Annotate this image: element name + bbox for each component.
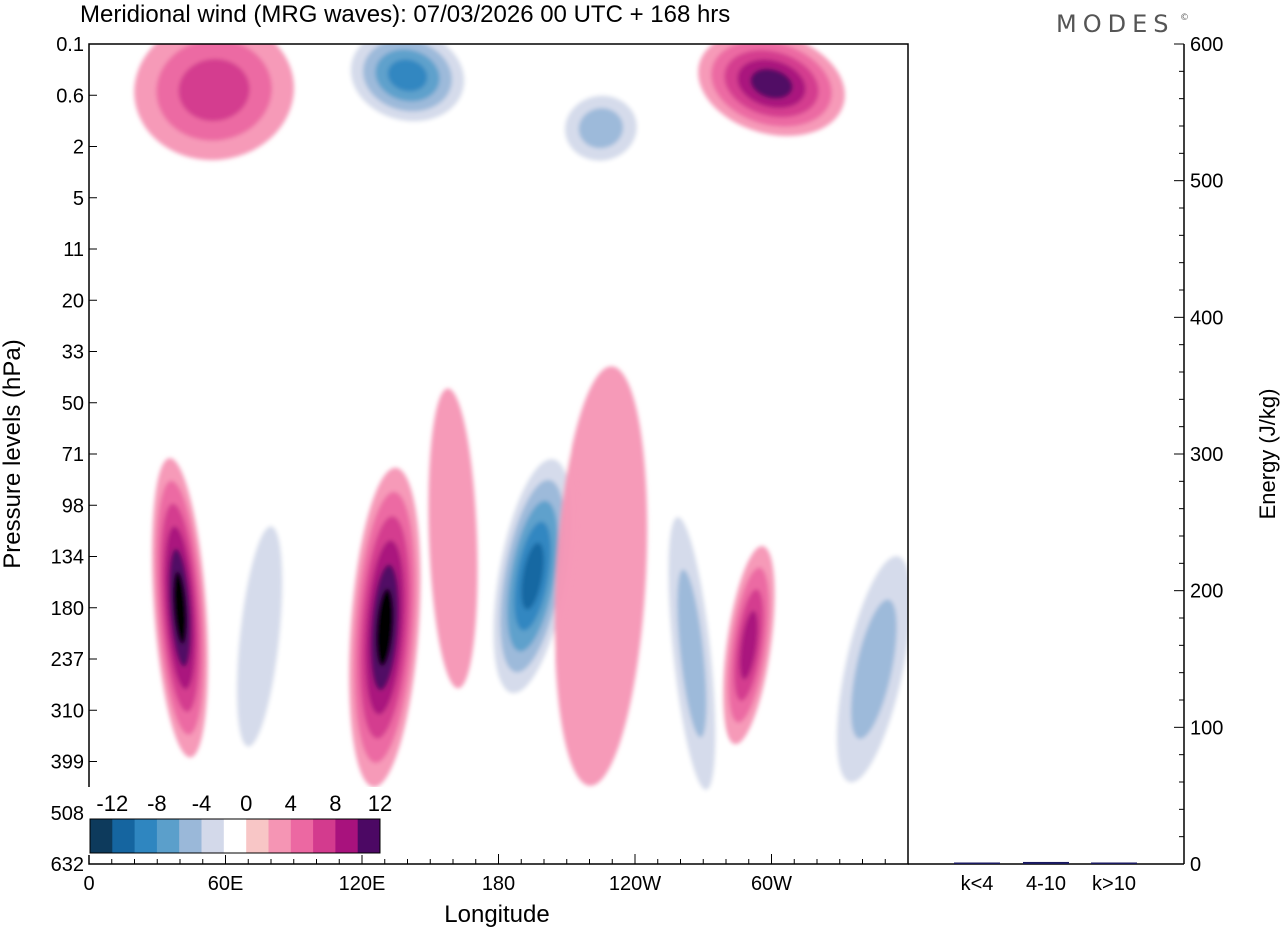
x-axis: 0 60E 120E 180 120W 60W (83, 854, 909, 895)
colorbar-swatch (179, 819, 202, 853)
colorbar-label: 4 (285, 791, 297, 816)
energy-bars (954, 861, 1137, 864)
chart-title: Meridional wind (MRG waves): 07/03/2026 … (80, 1, 730, 28)
y-tick-label: 11 (63, 239, 84, 261)
colorbar-label: -8 (147, 791, 167, 816)
modes-logo: MODES © (1056, 10, 1195, 38)
contour-band (750, 68, 793, 99)
y-tick-label: 632 (51, 854, 84, 876)
contour-band (428, 388, 478, 689)
y-tick-label: 134 (51, 547, 84, 569)
contour-band (739, 610, 758, 680)
colorbar-label: 12 (368, 791, 392, 816)
wind-contours (134, 44, 908, 843)
colorbar-swatch (134, 819, 158, 853)
energy-panel: 0 100 200 300 400 500 600 k<4 4-10 k>10 (908, 34, 1223, 895)
colorbar-swatch (112, 819, 136, 853)
contour-band (178, 58, 250, 122)
y-tick-label: 180 (51, 598, 84, 620)
colorbar-swatch (90, 819, 113, 853)
energy-axis-label: Energy (J/kg) (1255, 389, 1280, 520)
colorbar-frame (89, 818, 381, 854)
y-tick-label: 399 (51, 752, 84, 774)
contour-band (236, 526, 283, 747)
contour-band (578, 108, 624, 149)
energy-tick-label: 600 (1190, 34, 1223, 56)
contour-band (554, 366, 648, 786)
wind-feature (722, 546, 775, 745)
modes-logo-text: MODES (1056, 10, 1174, 38)
x-tick-label: 60E (208, 873, 244, 895)
y-tick-label: 50 (62, 393, 84, 415)
y-tick-label: 0.1 (56, 34, 84, 56)
y-tick-label: 71 (62, 444, 84, 466)
wind-feature (698, 44, 845, 137)
energy-bar (954, 862, 1000, 864)
wind-feature (152, 458, 208, 758)
energy-tick-label: 400 (1190, 307, 1223, 329)
y-tick-label: 5 (73, 188, 84, 210)
y-tick-label: 20 (62, 290, 84, 312)
x-tick-label: 0 (83, 873, 94, 895)
colorbar-swatch (357, 819, 381, 853)
colorbar-swatch (223, 819, 247, 853)
y-tick-label: 2 (73, 137, 84, 159)
wind-feature (551, 83, 651, 174)
colorbar-swatch (290, 819, 314, 853)
y-tick-label: 33 (62, 342, 84, 364)
y-tick-label: 98 (62, 495, 84, 517)
energy-y-axis: 0 100 200 300 400 500 600 (1174, 34, 1223, 876)
wind-feature (349, 467, 421, 788)
colorbar-swatch (156, 819, 180, 853)
wind-feature (822, 512, 908, 826)
contour-band (521, 542, 544, 610)
energy-x-axis: k<4 4-10 k>10 (961, 873, 1136, 895)
contour-band (851, 599, 897, 739)
contour-band (677, 569, 707, 738)
y-tick-label: 508 (51, 803, 84, 825)
wind-feature (428, 388, 478, 689)
energy-category-label: k>10 (1092, 873, 1136, 895)
x-axis-label: Longitude (444, 901, 549, 928)
colorbar-swatch (313, 819, 336, 853)
energy-category-label: k<4 (961, 873, 994, 895)
wind-feature (222, 457, 297, 816)
y-tick-label: 310 (51, 700, 84, 722)
energy-tick-label: 300 (1190, 444, 1223, 466)
energy-tick-label: 0 (1190, 854, 1201, 876)
energy-tick-label: 100 (1190, 717, 1223, 739)
energy-category-label: 4-10 (1026, 873, 1066, 895)
colorbar-legend: -12 -8 -4 0 4 8 12 (88, 787, 392, 855)
contour-band (387, 59, 428, 92)
colorbar-swatch (246, 819, 269, 853)
wind-feature (554, 366, 648, 786)
y-tick-label: 237 (51, 649, 84, 671)
x-tick-label: 120E (339, 873, 386, 895)
energy-bar (1091, 862, 1137, 864)
y-tick-label: 0.6 (56, 85, 84, 107)
colorbar-label: 8 (329, 791, 341, 816)
energy-tick-label: 500 (1190, 171, 1223, 193)
colorbar-swatch (268, 819, 292, 853)
wind-feature (338, 44, 477, 132)
y-axis-label: Pressure levels (hPa) (0, 339, 26, 568)
contour-band (173, 571, 187, 645)
energy-bar (1023, 861, 1069, 864)
energy-tick-label: 200 (1190, 581, 1223, 603)
colorbar-label: 0 (240, 791, 252, 816)
contour-band (376, 588, 394, 667)
x-tick-label: 120W (609, 873, 661, 895)
wind-feature (134, 44, 294, 161)
colorbar-swatch (201, 819, 225, 853)
colorbar-label: -12 (96, 791, 128, 816)
colorbar-label: -4 (192, 791, 212, 816)
x-tick-label: 60W (751, 873, 792, 895)
y-axis: 0.1 0.6 2 5 11 20 33 50 71 98 134 180 237 310 399 508 63… (51, 34, 97, 876)
colorbar-swatch (335, 819, 359, 853)
heatmap-plot-area: 0 60E 120E 180 120W 60W 0.1 0.6 2 5 11 20 33 50 71 98 1… (51, 34, 909, 895)
x-tick-label: 180 (482, 873, 515, 895)
modes-logo-mark: © (1180, 13, 1195, 23)
wind-feature (659, 464, 725, 843)
